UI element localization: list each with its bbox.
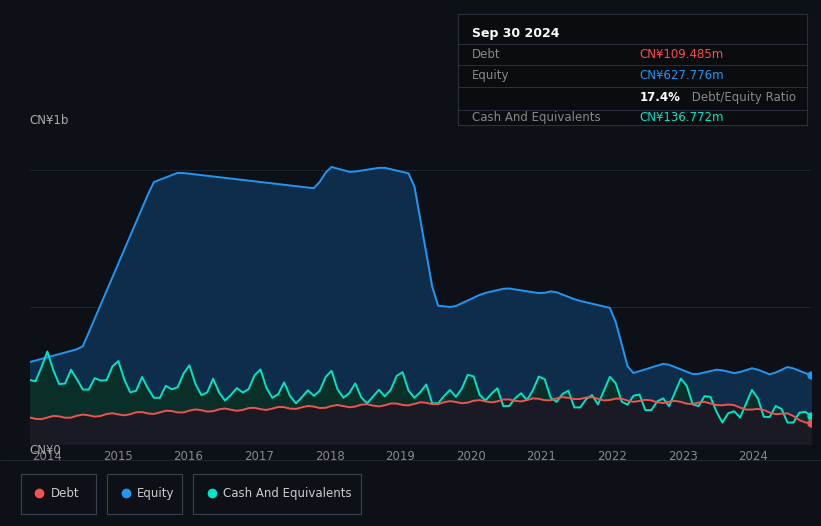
Text: Sep 30 2024: Sep 30 2024 xyxy=(472,27,560,40)
Text: Cash And Equivalents: Cash And Equivalents xyxy=(223,487,352,500)
Text: Equity: Equity xyxy=(137,487,175,500)
Text: CN¥136.772m: CN¥136.772m xyxy=(640,111,724,124)
Text: CN¥1b: CN¥1b xyxy=(30,114,69,127)
Text: Debt: Debt xyxy=(472,48,501,61)
Text: Cash And Equivalents: Cash And Equivalents xyxy=(472,111,601,124)
Text: CN¥627.776m: CN¥627.776m xyxy=(640,69,724,82)
Text: Equity: Equity xyxy=(472,69,510,82)
Text: Debt/Equity Ratio: Debt/Equity Ratio xyxy=(689,92,796,104)
Text: Debt: Debt xyxy=(51,487,80,500)
Text: CN¥0: CN¥0 xyxy=(30,444,62,458)
Text: 17.4%: 17.4% xyxy=(640,92,681,104)
Text: CN¥109.485m: CN¥109.485m xyxy=(640,48,724,61)
